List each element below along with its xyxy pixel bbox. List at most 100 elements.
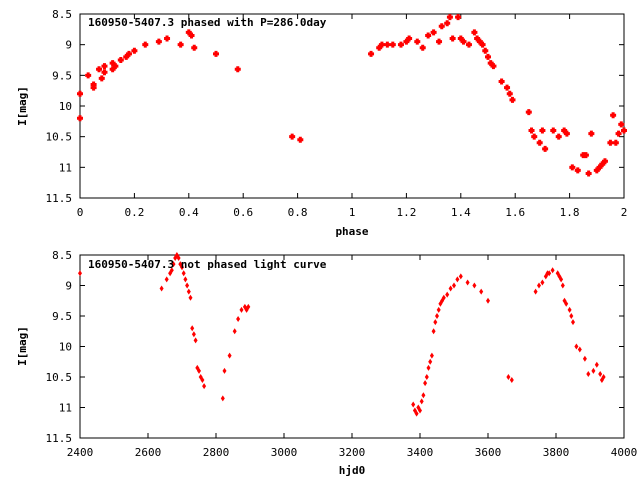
phased-x-axis-label: phase bbox=[335, 225, 368, 238]
light-curve-data-point bbox=[479, 288, 484, 295]
light-curve-data-point bbox=[577, 346, 582, 353]
light-curve-data-point bbox=[560, 282, 565, 289]
light-curve-data-point bbox=[594, 361, 599, 368]
phased-data-point bbox=[585, 170, 592, 177]
phased-data-point bbox=[509, 96, 516, 103]
light-curve-data-point bbox=[424, 374, 429, 380]
phased-data-point bbox=[569, 164, 576, 171]
phased-data-point bbox=[444, 20, 451, 27]
phased-x-tick-label: 0.6 bbox=[233, 206, 253, 219]
phased-data-point bbox=[125, 50, 132, 57]
phased-data-point bbox=[525, 109, 532, 116]
light-curve-data-point bbox=[188, 294, 193, 301]
light-curve-data-point bbox=[181, 270, 186, 277]
light-curve-data-point bbox=[220, 395, 225, 402]
phased-data-point bbox=[446, 14, 453, 21]
light-curve-data-point bbox=[222, 367, 227, 374]
light-curve-data-point bbox=[591, 367, 596, 374]
phased-data-point bbox=[607, 139, 614, 146]
phased-data-point bbox=[563, 130, 570, 137]
light-curve-data-point bbox=[423, 380, 428, 387]
light-curve-data-point bbox=[429, 352, 434, 359]
phased-data-point bbox=[490, 63, 497, 70]
light-curve-data-point bbox=[559, 276, 564, 283]
light-curve-data-point bbox=[458, 273, 463, 280]
phased-data-point bbox=[389, 41, 396, 48]
phased-data-point bbox=[479, 41, 486, 48]
light-curve-data-point bbox=[414, 410, 419, 417]
phased-data-point bbox=[101, 63, 108, 70]
phased-data-point bbox=[436, 38, 443, 45]
phased-data-point bbox=[397, 41, 404, 48]
light-curve-y-tick-label: 11.5 bbox=[46, 432, 73, 445]
phased-data-point bbox=[142, 41, 149, 48]
light-curve-data-point bbox=[78, 270, 82, 277]
light-curve-data-point bbox=[465, 279, 470, 286]
phased-data-point bbox=[96, 66, 103, 73]
light-curve-data-point bbox=[186, 288, 191, 295]
phased-y-tick-label: 9 bbox=[65, 39, 72, 52]
phased-x-tick-label: 2 bbox=[621, 206, 628, 219]
phased-data-point bbox=[449, 35, 456, 42]
phased-data-point bbox=[90, 81, 97, 88]
light-curve-data-point bbox=[200, 377, 205, 384]
light-curve-x-tick-label: 3800 bbox=[543, 446, 570, 459]
phased-data-point bbox=[164, 35, 171, 42]
phased-y-tick-label: 9.5 bbox=[52, 69, 72, 82]
phased-data-point bbox=[85, 72, 92, 79]
light-curve-data-point bbox=[236, 316, 241, 323]
phased-data-point bbox=[213, 50, 219, 57]
phased-x-tick-label: 1.4 bbox=[451, 206, 471, 219]
light-curve-data-point bbox=[472, 282, 477, 289]
light-curve-x-axis-label: hjd0 bbox=[339, 464, 366, 477]
light-curve-data-point bbox=[202, 383, 207, 390]
phased-data-point bbox=[455, 14, 462, 21]
phased-data-point bbox=[234, 66, 241, 73]
phased-data-point bbox=[528, 127, 535, 134]
phased-data-point bbox=[297, 136, 304, 143]
phased-panel: phase I[mag] 0 0.2 0.4 0.6 0.8 1 1.2 1.4 1.6 1.8 2… bbox=[16, 8, 627, 238]
phased-y-tick-label: 11.5 bbox=[46, 192, 73, 205]
phased-x-tick-label: 1 bbox=[349, 206, 356, 219]
light-curve-x-tick-label: 2400 bbox=[67, 446, 94, 459]
phased-data-point bbox=[112, 63, 119, 70]
phased-data-point bbox=[419, 44, 426, 51]
phased-data-point bbox=[430, 29, 437, 36]
phased-x-tick-label: 1.2 bbox=[396, 206, 416, 219]
light-curve-data-point bbox=[569, 313, 574, 319]
phased-data-point bbox=[425, 32, 432, 39]
light-curve-data-point bbox=[601, 374, 606, 380]
phased-data-point bbox=[131, 47, 138, 54]
light-curve-data-point bbox=[246, 303, 251, 310]
phased-x-tick-label: 1.8 bbox=[560, 206, 580, 219]
phased-data-point bbox=[414, 38, 421, 45]
light-curve-y-tick-label: 9.5 bbox=[52, 310, 72, 323]
light-curve-data-point bbox=[547, 270, 552, 277]
light-curve-data-point bbox=[419, 398, 424, 405]
phased-data-point bbox=[536, 139, 543, 146]
phased-data-point bbox=[378, 41, 385, 48]
light-curve-data-point bbox=[227, 352, 232, 359]
phased-data-point bbox=[77, 115, 83, 122]
light-curve-data-point bbox=[197, 367, 201, 374]
phased-x-tick-label: 0 bbox=[77, 206, 84, 219]
light-curve-data-point bbox=[428, 358, 433, 365]
phased-data-point bbox=[98, 75, 105, 82]
phased-data-point bbox=[188, 32, 195, 39]
light-curve-data-point bbox=[193, 337, 198, 344]
light-curve-data-point bbox=[452, 282, 456, 289]
phased-data-point bbox=[465, 41, 472, 48]
phased-data-point bbox=[460, 38, 467, 45]
light-curve-data-point bbox=[173, 255, 178, 262]
light-curve-data-point bbox=[486, 297, 490, 304]
phased-data-point bbox=[615, 130, 622, 137]
light-curve-data-point bbox=[533, 288, 538, 295]
light-curve-points bbox=[78, 252, 606, 417]
light-curve-data-point bbox=[455, 276, 460, 283]
light-curve-y-tick-label: 9 bbox=[65, 280, 72, 293]
light-curve-x-tick-label: 2600 bbox=[135, 446, 162, 459]
light-curve-data-point bbox=[567, 306, 572, 313]
light-curve-y-tick-label: 11 bbox=[59, 402, 72, 415]
phased-x-tick-label: 1.6 bbox=[505, 206, 525, 219]
light-curve-data-point bbox=[190, 325, 195, 332]
